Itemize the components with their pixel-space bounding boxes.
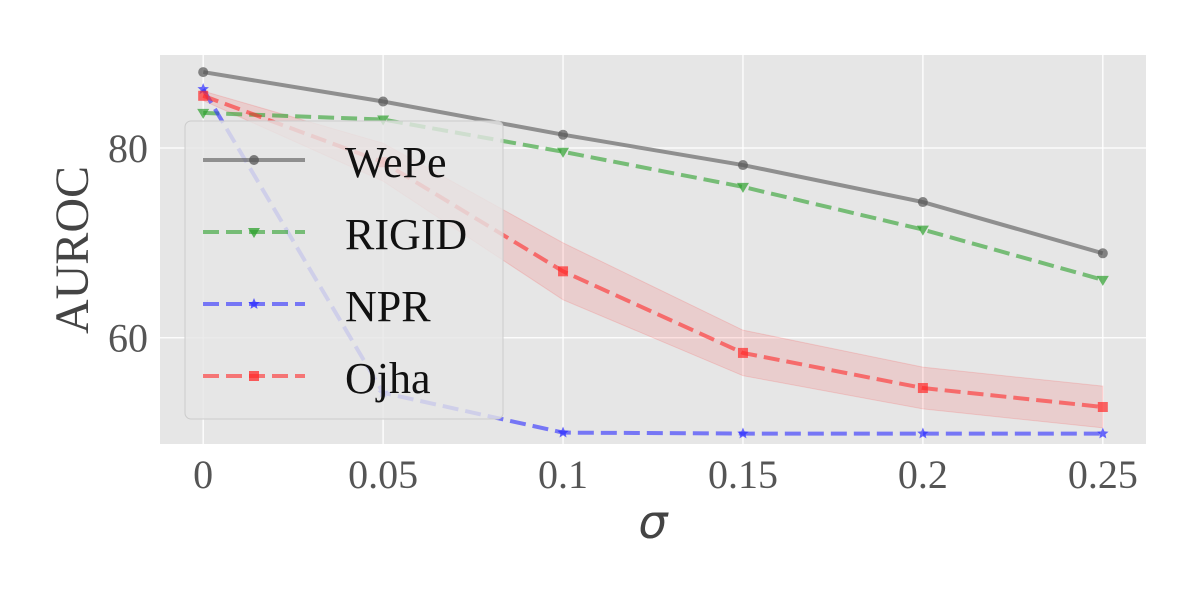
series-markers bbox=[197, 67, 1109, 439]
ojha-data-point bbox=[558, 266, 569, 277]
legend-marker-rigid bbox=[248, 228, 260, 238]
x-axis-ticks: 0 0.05 0.1 0.15 0.2 0.25 bbox=[193, 452, 1138, 497]
rigid-data-point bbox=[557, 147, 570, 158]
y-tick-label: 60 bbox=[108, 316, 148, 361]
wepe-data-point bbox=[1097, 248, 1108, 259]
x-tick-label: 0 bbox=[193, 452, 213, 497]
legend-marker-wepe bbox=[249, 155, 259, 165]
y-axis-label: AUROC bbox=[46, 166, 99, 334]
x-tick-label: 0.25 bbox=[1068, 452, 1138, 497]
wepe-data-point bbox=[198, 67, 209, 78]
ojha-series-line bbox=[202, 93, 1104, 409]
wepe-data-point bbox=[378, 96, 389, 107]
npr-data-point bbox=[737, 427, 749, 439]
x-tick-label: 0.2 bbox=[898, 452, 948, 497]
rigid-data-point bbox=[916, 225, 929, 236]
npr-data-point bbox=[1097, 427, 1109, 439]
legend-marker-ojha bbox=[249, 371, 259, 381]
x-axis-label: σ bbox=[638, 495, 669, 549]
y-axis-ticks: 60 80 bbox=[108, 126, 148, 361]
npr-series-line bbox=[201, 88, 1103, 436]
legend-label-npr: NPR bbox=[345, 282, 431, 331]
npr-data-point bbox=[917, 427, 929, 439]
npr-data-point bbox=[557, 426, 569, 438]
legend-label-rigid: RIGID bbox=[345, 210, 467, 259]
rigid-series-line bbox=[203, 110, 1104, 282]
wepe-data-point bbox=[558, 129, 569, 140]
x-tick-label: 0.15 bbox=[708, 452, 778, 497]
legend-box bbox=[184, 120, 504, 420]
rigid-data-point bbox=[1096, 275, 1109, 286]
x-tick-label: 0.05 bbox=[348, 452, 418, 497]
ojha-data-point bbox=[1097, 401, 1108, 412]
ojha-data-point bbox=[917, 383, 928, 394]
wepe-data-point bbox=[917, 197, 928, 208]
rigid-data-point bbox=[736, 182, 749, 193]
legend: WePe RIGID NPR Ojha bbox=[184, 120, 504, 420]
series-lines bbox=[201, 70, 1104, 436]
y-tick-label: 80 bbox=[108, 126, 148, 171]
legend-label-ojha: Ojha bbox=[345, 354, 431, 403]
ojha-data-point bbox=[737, 347, 748, 358]
wepe-data-point bbox=[737, 160, 748, 171]
wepe-series-line bbox=[202, 70, 1104, 256]
legend-marker-npr bbox=[248, 298, 260, 309]
ojha-data-point bbox=[198, 90, 209, 101]
rigid-data-point bbox=[197, 108, 210, 119]
x-tick-label: 0.1 bbox=[538, 452, 588, 497]
legend-label-wepe: WePe bbox=[345, 138, 447, 187]
